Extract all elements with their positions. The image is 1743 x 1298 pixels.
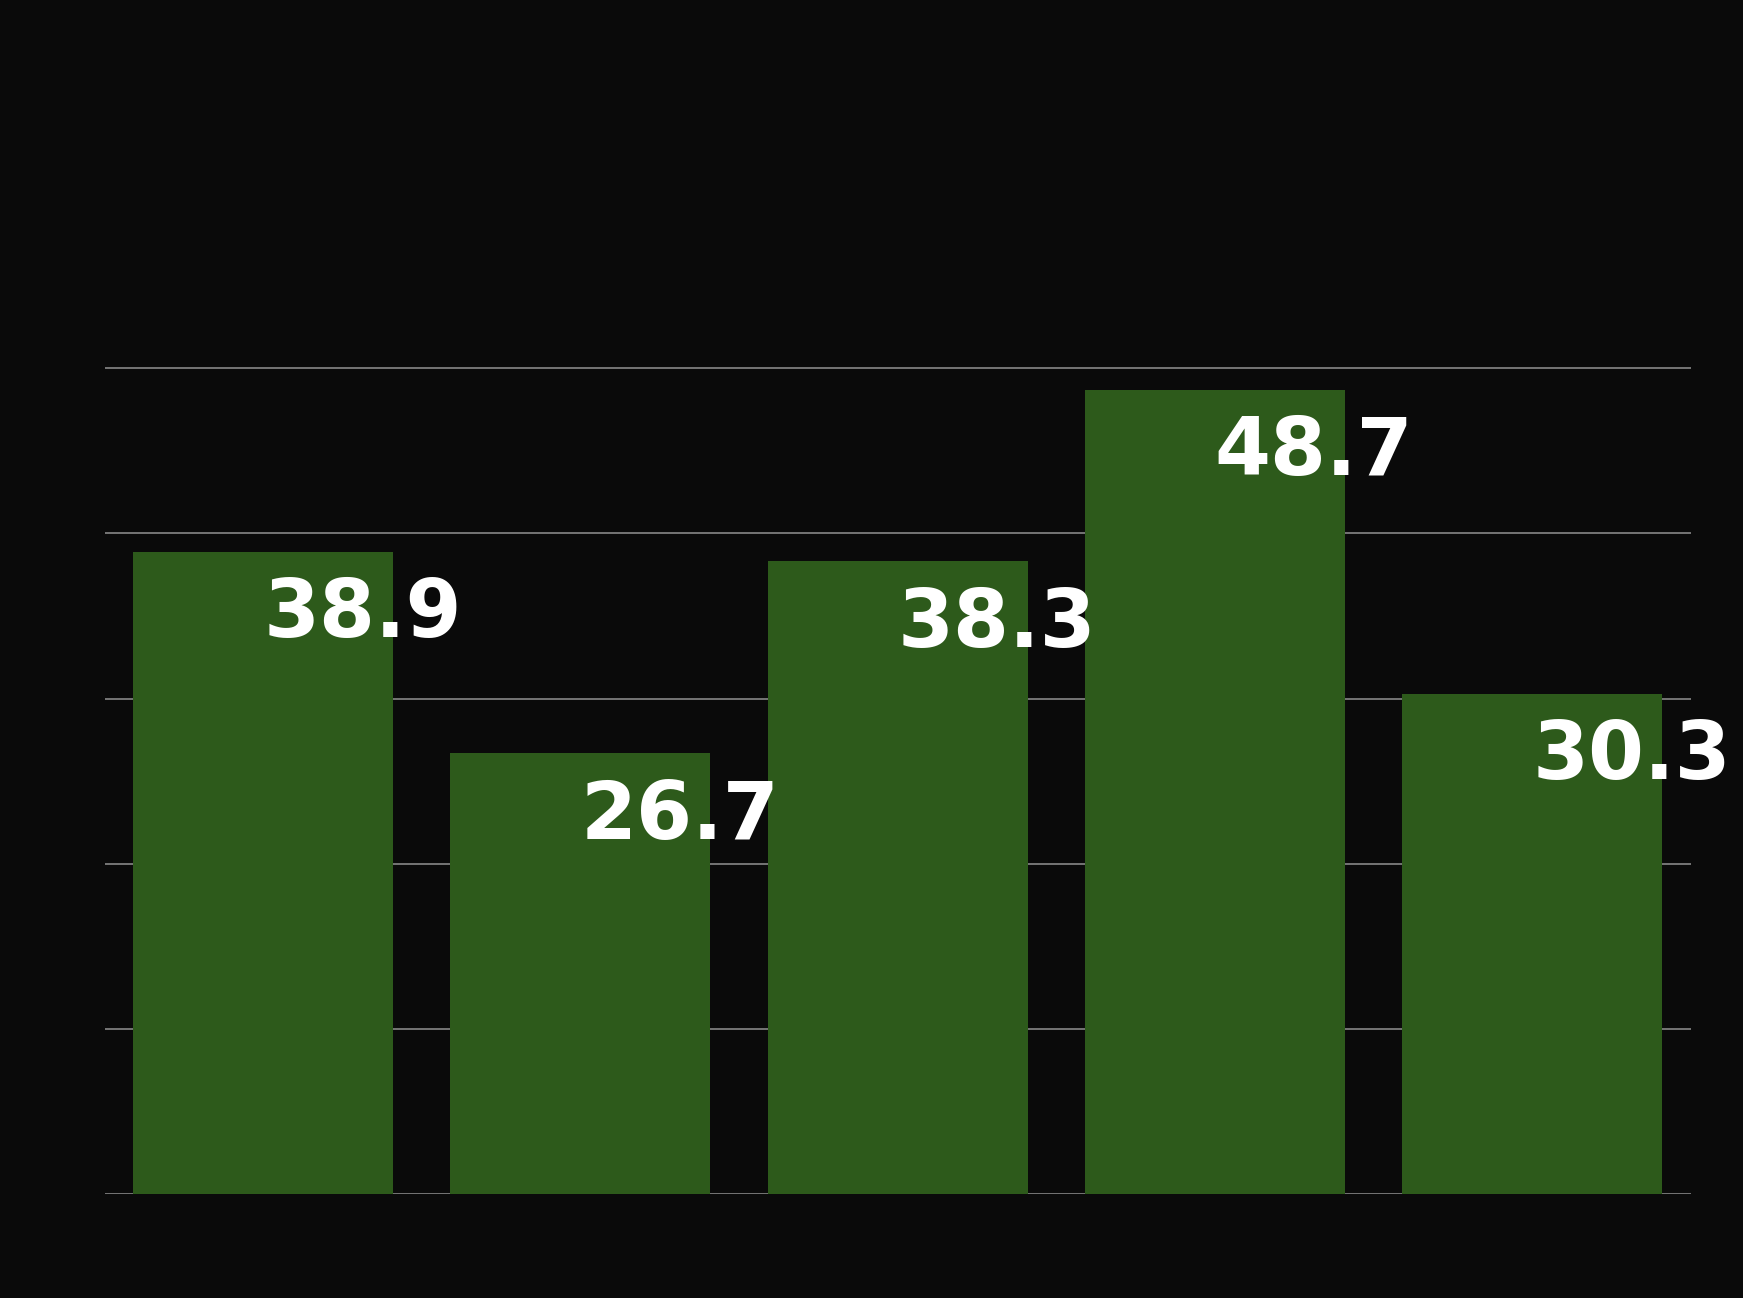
- Bar: [450, 753, 711, 1194]
- Bar: [767, 562, 1028, 1194]
- Bar: [1084, 389, 1346, 1194]
- Text: 38.3: 38.3: [898, 587, 1096, 665]
- Bar: [132, 552, 394, 1194]
- Text: 30.3: 30.3: [1532, 718, 1731, 797]
- Bar: [1401, 693, 1663, 1194]
- Text: 48.7: 48.7: [1215, 414, 1414, 492]
- Text: 26.7: 26.7: [580, 778, 779, 855]
- Text: 38.9: 38.9: [263, 576, 462, 654]
